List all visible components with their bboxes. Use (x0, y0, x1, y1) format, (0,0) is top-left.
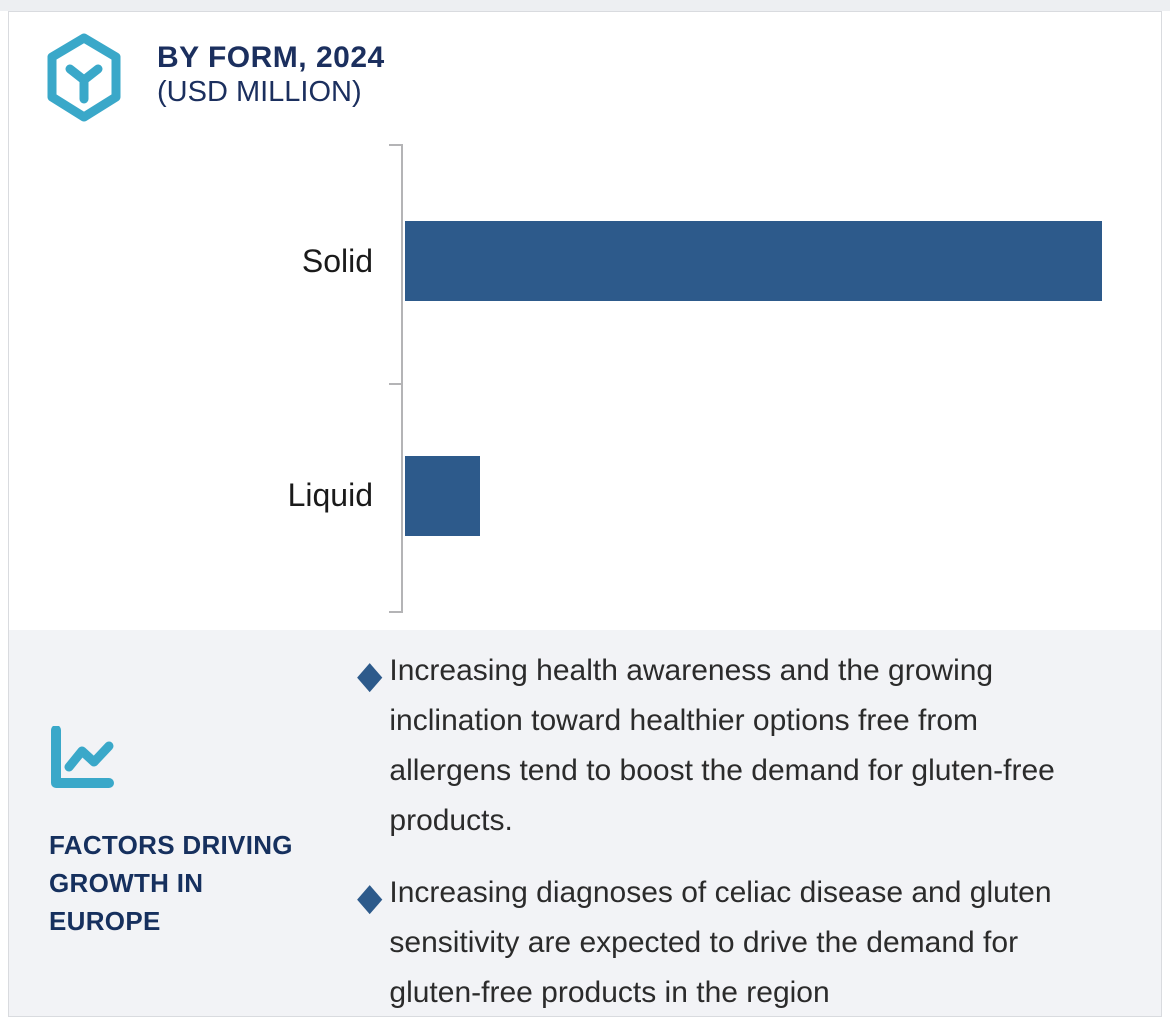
axis-tick (389, 611, 402, 613)
bullet-text: Increasing health awareness and the grow… (389, 654, 1055, 837)
diamond-bullet-icon: ◆ (357, 874, 383, 918)
bar-chart: Solid Liquid (101, 144, 1111, 613)
factors-panel: FACTORS DRIVING GROWTH IN EUROPE ◆ Incre… (9, 630, 1161, 1016)
bar-track (405, 455, 1102, 536)
category-label: Liquid (287, 477, 373, 514)
cube-hexagon-icon (47, 33, 121, 122)
chart-title: BY FORM, 2024 (157, 41, 385, 74)
factors-heading: FACTORS DRIVING GROWTH IN EUROPE (49, 830, 293, 936)
bullet-text: Increasing diagnoses of celiac disease a… (389, 876, 1052, 1009)
bar-liquid (405, 455, 481, 536)
chart-header: BY FORM, 2024 (USD MILLION) (47, 33, 385, 122)
bar-track (405, 221, 1102, 302)
bar-solid (405, 221, 1102, 302)
chart-row: Solid (101, 144, 1111, 379)
list-item: ◆ Increasing health awareness and the gr… (357, 646, 1089, 846)
chart-subtitle: (USD MILLION) (157, 76, 362, 108)
chart-row: Liquid (101, 379, 1111, 614)
category-axis-line (401, 144, 403, 613)
category-label: Solid (301, 242, 373, 279)
chart-title-block: BY FORM, 2024 (USD MILLION) (157, 41, 385, 109)
list-item: ◆ Increasing diagnoses of celiac disease… (357, 868, 1089, 1016)
line-chart-icon (51, 726, 114, 788)
axis-tick (389, 144, 402, 146)
factors-bullet-list: ◆ Increasing health awareness and the gr… (357, 646, 1089, 1016)
diamond-bullet-icon: ◆ (357, 652, 383, 696)
page-top-strip (0, 0, 1170, 11)
report-card: BY FORM, 2024 (USD MILLION) Solid Liquid … (8, 11, 1162, 1017)
axis-tick (389, 383, 402, 385)
